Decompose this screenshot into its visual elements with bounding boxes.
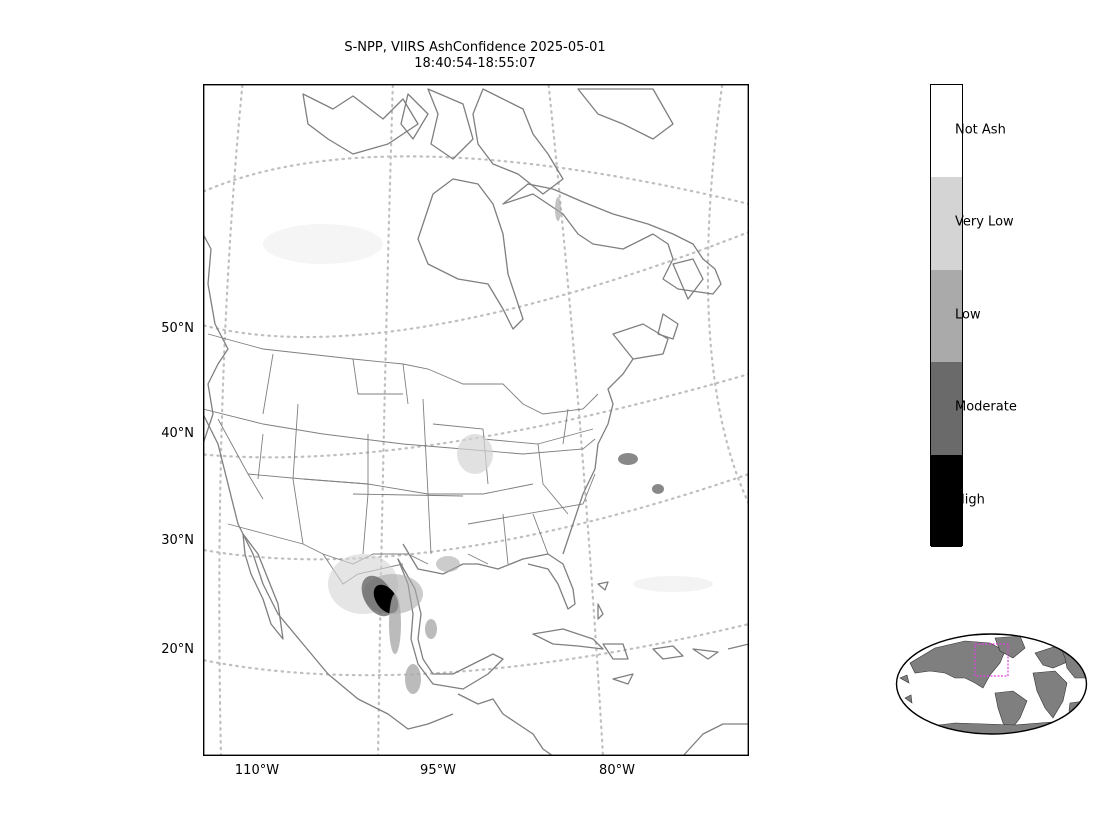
colorbar-label-very-low: Very Low (955, 214, 1014, 230)
lon-label-95w: 95°W (420, 763, 456, 778)
lon-label-80w: 80°W (599, 763, 635, 778)
lat-label-50n: 50°N (161, 321, 194, 336)
map-title-line1: S-NPP, VIIRS AshConfidence 2025-05-01 (344, 40, 606, 55)
graticule-latitude (203, 155, 749, 677)
colorbar-segment-high (931, 455, 962, 547)
colorbar-segment-not-ash (931, 85, 962, 177)
colorbar-label-high: High (955, 492, 985, 508)
colorbar-label-not-ash: Not Ash (955, 122, 1006, 138)
colorbar-segment-low (931, 270, 962, 362)
lat-label-30n: 30°N (161, 533, 194, 548)
ash-retrieval-pixels (263, 197, 713, 694)
map-title: S-NPP, VIIRS AshConfidence 2025-05-01 18… (200, 40, 750, 72)
map-title-line2: 18:40:54-18:55:07 (414, 56, 536, 71)
colorbar-segment-moderate (931, 362, 962, 455)
colorbar-label-low: Low (955, 307, 981, 323)
political-borders (203, 333, 599, 585)
lat-label-40n: 40°N (161, 426, 194, 441)
colorbar (930, 84, 963, 547)
colorbar-label-moderate: Moderate (955, 399, 1017, 415)
inset-world-map (895, 633, 1088, 735)
lat-label-20n: 20°N (161, 642, 194, 657)
main-map (203, 84, 749, 756)
graticule-longitude (218, 84, 749, 756)
colorbar-segment-very-low (931, 177, 962, 270)
inset-region-box (974, 643, 1009, 677)
lon-label-110w: 110°W (234, 763, 280, 778)
coastlines (203, 88, 749, 756)
